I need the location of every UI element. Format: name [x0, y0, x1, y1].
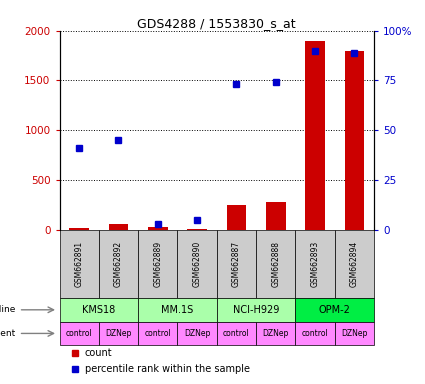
Text: GSM662887: GSM662887 — [232, 241, 241, 287]
Bar — [99, 322, 138, 345]
Text: control: control — [66, 329, 93, 338]
Text: count: count — [85, 348, 112, 358]
Text: GSM662888: GSM662888 — [271, 241, 280, 287]
Bar — [109, 224, 128, 230]
Bar — [295, 298, 374, 322]
Text: GSM662889: GSM662889 — [153, 241, 162, 287]
Text: NCI-H929: NCI-H929 — [233, 305, 279, 315]
Title: GDS4288 / 1553830_s_at: GDS4288 / 1553830_s_at — [137, 17, 296, 30]
Bar — [187, 229, 207, 230]
Bar — [178, 230, 217, 298]
Text: control: control — [223, 329, 250, 338]
Bar — [60, 230, 99, 298]
Bar — [217, 230, 256, 298]
Bar — [138, 230, 178, 298]
Text: OPM-2: OPM-2 — [319, 305, 351, 315]
Text: GSM662893: GSM662893 — [311, 241, 320, 287]
Bar — [227, 205, 246, 230]
Bar — [138, 298, 217, 322]
Bar — [217, 298, 295, 322]
Text: agent: agent — [0, 329, 15, 338]
Text: DZNep: DZNep — [263, 329, 289, 338]
Bar — [295, 322, 335, 345]
Bar — [266, 202, 286, 230]
Bar — [60, 322, 99, 345]
Bar — [217, 322, 256, 345]
Bar — [345, 51, 364, 230]
Text: percentile rank within the sample: percentile rank within the sample — [85, 364, 249, 374]
Bar — [99, 230, 138, 298]
Bar — [335, 322, 374, 345]
Text: MM.1S: MM.1S — [162, 305, 193, 315]
Bar — [178, 322, 217, 345]
Text: control: control — [144, 329, 171, 338]
Text: GSM662891: GSM662891 — [75, 241, 84, 287]
Text: DZNep: DZNep — [184, 329, 210, 338]
Text: cell line: cell line — [0, 305, 15, 314]
Text: DZNep: DZNep — [341, 329, 368, 338]
Bar — [138, 322, 178, 345]
Bar — [305, 41, 325, 230]
Text: DZNep: DZNep — [105, 329, 132, 338]
Bar — [256, 322, 295, 345]
Text: control: control — [302, 329, 329, 338]
Text: KMS18: KMS18 — [82, 305, 116, 315]
Bar — [256, 230, 295, 298]
Bar — [69, 228, 89, 230]
Text: GSM662892: GSM662892 — [114, 241, 123, 287]
Bar — [295, 230, 335, 298]
Text: GSM662894: GSM662894 — [350, 241, 359, 287]
Bar — [60, 298, 138, 322]
Bar — [335, 230, 374, 298]
Text: GSM662890: GSM662890 — [193, 241, 201, 287]
Bar — [148, 227, 167, 230]
